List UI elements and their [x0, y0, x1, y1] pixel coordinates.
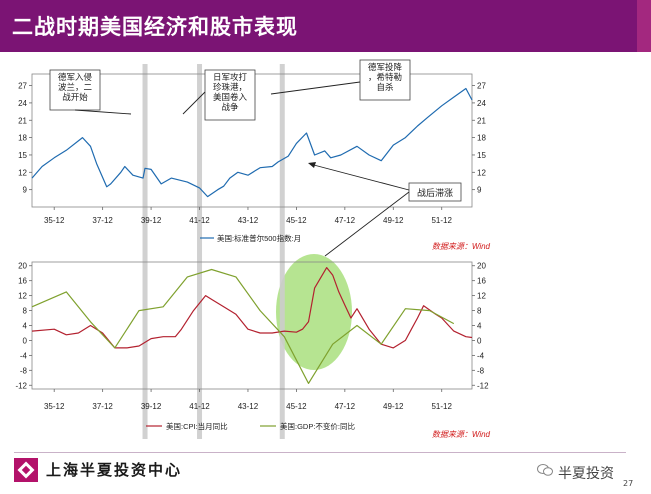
- bottom-ytick-label-right: 12: [477, 292, 486, 301]
- top-xtick-label: 47-12: [335, 216, 356, 225]
- event-callout-text: ，希特勒: [368, 72, 402, 82]
- stagflation-arrow-line: [309, 163, 410, 191]
- bottom-ytick-label-right: 20: [477, 262, 486, 271]
- event-callout-text: 德军投降: [368, 62, 403, 72]
- top-xtick-label: 41-12: [189, 216, 210, 225]
- top-xtick-label: 35-12: [44, 216, 65, 225]
- top-ytick-label-right: 12: [477, 168, 486, 177]
- top-ytick-label-left: 12: [18, 168, 27, 177]
- top-xtick-label: 51-12: [431, 216, 452, 225]
- bottom-xtick-label: 45-12: [286, 402, 307, 411]
- bottom-ytick-label-left: -4: [20, 351, 28, 360]
- event-callout-text: 珍珠港，: [213, 82, 247, 92]
- bottom-ytick-label-right: 16: [477, 277, 486, 286]
- slide-title: 二战时期美国经济和股市表现: [12, 15, 298, 39]
- top-xtick-label: 37-12: [92, 216, 113, 225]
- bottom-series-line-1: [31, 268, 455, 384]
- bottom-source-label: 数据来源：Wind: [432, 430, 491, 439]
- top-xtick-label: 45-12: [286, 216, 307, 225]
- bottom-legend-label-gdp: 美国:GDP:不变价:同比: [280, 421, 356, 431]
- bottom-xtick-label: 43-12: [238, 402, 259, 411]
- slide-header: 二战时期美国经济和股市表现: [0, 0, 651, 52]
- top-xtick-label: 39-12: [141, 216, 162, 225]
- logo-icon: [14, 458, 38, 482]
- bottom-series-line-0: [31, 267, 473, 349]
- bottom-xtick-label: 49-12: [383, 402, 404, 411]
- top-ytick-label-right: 9: [477, 186, 482, 195]
- bottom-xtick-label: 37-12: [92, 402, 113, 411]
- top-ytick-label-left: 24: [18, 99, 27, 108]
- bottom-ytick-label-left: 16: [18, 277, 27, 286]
- event-callout-text: 波兰，二: [58, 82, 93, 92]
- bottom-ytick-label-right: -8: [477, 366, 485, 375]
- stagflation-leader-line: [324, 191, 410, 257]
- event-callout-text: 战开始: [62, 92, 88, 102]
- bottom-ytick-label-right: 0: [477, 336, 482, 345]
- event-callout-text: 战争: [221, 102, 239, 112]
- header-accent: [637, 0, 651, 52]
- page-number: 27: [623, 479, 634, 488]
- top-series-line-0: [31, 87, 473, 198]
- footer-divider: [14, 452, 626, 453]
- top-legend-label: 美国:标准普尔500指数:月: [217, 233, 301, 243]
- top-ytick-label-right: 24: [477, 99, 486, 108]
- bottom-legend-label-cpi: 美国:CPI:当月同比: [166, 421, 228, 431]
- chart-panel-bottom: -12 -12 -8 -8 -4 -4 0 0 4 4 8 8 12 12 16 16 20 20 35-12 37-…: [15, 261, 491, 439]
- event-band-0: [142, 64, 148, 439]
- top-ytick-label-left: 27: [18, 82, 27, 91]
- top-ytick-label-left: 15: [18, 151, 27, 160]
- chart-area: 9 9 12 12 15 15 18 18 21 21 24 24 27 27 35-12 37-12 39-1…: [0, 52, 651, 452]
- event-callout-leader-1: [182, 91, 206, 115]
- event-callout-box-0: [49, 69, 101, 111]
- bottom-ytick-label-left: 0: [23, 336, 28, 345]
- event-callout-text: 德军入侵: [58, 72, 93, 82]
- event-callout-text: 自杀: [376, 82, 394, 92]
- bottom-ytick-label-right: 4: [477, 322, 482, 331]
- top-ytick-label-left: 21: [18, 116, 27, 125]
- bottom-ytick-label-left: 8: [23, 307, 28, 316]
- bottom-xtick-label: 35-12: [44, 402, 65, 411]
- event-band-2: [279, 64, 285, 439]
- bottom-xtick-label: 39-12: [141, 402, 162, 411]
- top-ytick-label-right: 15: [477, 151, 486, 160]
- wechat-icon: [537, 464, 553, 476]
- event-callout-box-1: [204, 69, 256, 121]
- charts-svg: 9 9 12 12 15 15 18 18 21 21 24 24 27 27 35-12 37-12 39-1…: [15, 59, 491, 439]
- stagflation-highlight: [276, 254, 352, 370]
- top-xtick-label: 43-12: [238, 216, 259, 225]
- organization-name: 上海半夏投资中心: [46, 461, 183, 479]
- bottom-xtick-label: 47-12: [335, 402, 356, 411]
- bottom-plot-frame: [31, 261, 473, 390]
- top-ytick-label-right: 21: [477, 116, 486, 125]
- top-source-label: 数据来源：Wind: [432, 242, 491, 251]
- bottom-ytick-label-right: 8: [477, 307, 482, 316]
- top-ytick-label-left: 18: [18, 134, 27, 143]
- stagflation-arrow-head: [308, 162, 316, 168]
- bottom-ytick-label-left: 4: [23, 322, 28, 331]
- bottom-ytick-label-left: -12: [15, 381, 27, 390]
- event-band-1: [197, 64, 203, 439]
- top-ytick-label-right: 27: [477, 82, 486, 91]
- bottom-xtick-label: 41-12: [189, 402, 210, 411]
- wechat-label: 半夏投资: [558, 466, 614, 482]
- event-callout-box-2: [359, 59, 411, 101]
- event-callout-leader-0: [74, 109, 132, 115]
- bottom-ytick-label-left: -8: [20, 366, 28, 375]
- event-callout-text: 日军攻打: [213, 72, 248, 82]
- chart-panel-top: 9 9 12 12 15 15 18 18 21 21 24 24 27 27 35-12 37-12 39-1…: [18, 73, 491, 251]
- bottom-ytick-label-left: 20: [18, 262, 27, 271]
- bottom-ytick-label-left: 12: [18, 292, 27, 301]
- event-callout-text: 美国卷入: [213, 92, 248, 102]
- top-ytick-label-left: 9: [23, 186, 28, 195]
- top-xtick-label: 49-12: [383, 216, 404, 225]
- stagflation-callout-text: 战后滞涨: [417, 188, 453, 198]
- top-ytick-label-right: 18: [477, 134, 486, 143]
- bottom-ytick-label-right: -12: [477, 381, 489, 390]
- bottom-xtick-label: 51-12: [431, 402, 452, 411]
- bottom-ytick-label-right: -4: [477, 351, 485, 360]
- event-callout-leader-2: [270, 81, 361, 95]
